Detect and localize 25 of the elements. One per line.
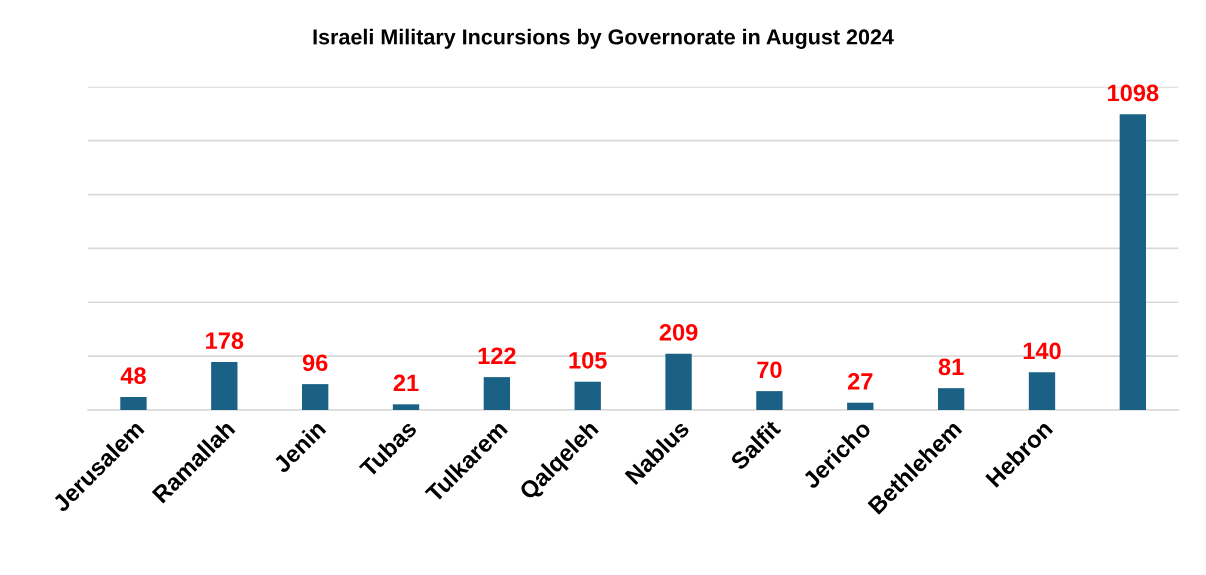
bar (756, 391, 783, 410)
bar (120, 397, 147, 410)
data-label: 105 (569, 351, 607, 369)
data-label: 81 (938, 358, 964, 376)
bar (483, 377, 511, 410)
data-label: 27 (847, 372, 873, 390)
chart-title: Israeli Military Incursions by Governorate in August 2024 (313, 28, 894, 49)
bar (937, 388, 965, 410)
bar (665, 353, 692, 410)
data-label: 70 (757, 361, 782, 379)
data-label: 21 (393, 374, 419, 392)
bar (211, 362, 238, 410)
bar (1119, 114, 1147, 410)
data-label: 140 (1023, 342, 1061, 360)
data-label: 178 (206, 332, 244, 350)
bar (301, 384, 329, 410)
bar (574, 381, 601, 410)
bar (1028, 372, 1056, 410)
data-label: 122 (478, 347, 516, 364)
data-label: 96 (302, 354, 328, 372)
bar (847, 402, 874, 410)
data-label: 48 (120, 367, 146, 385)
data-label: 1098 (1108, 84, 1159, 102)
bar (392, 404, 420, 410)
data-label: 209 (659, 323, 698, 341)
